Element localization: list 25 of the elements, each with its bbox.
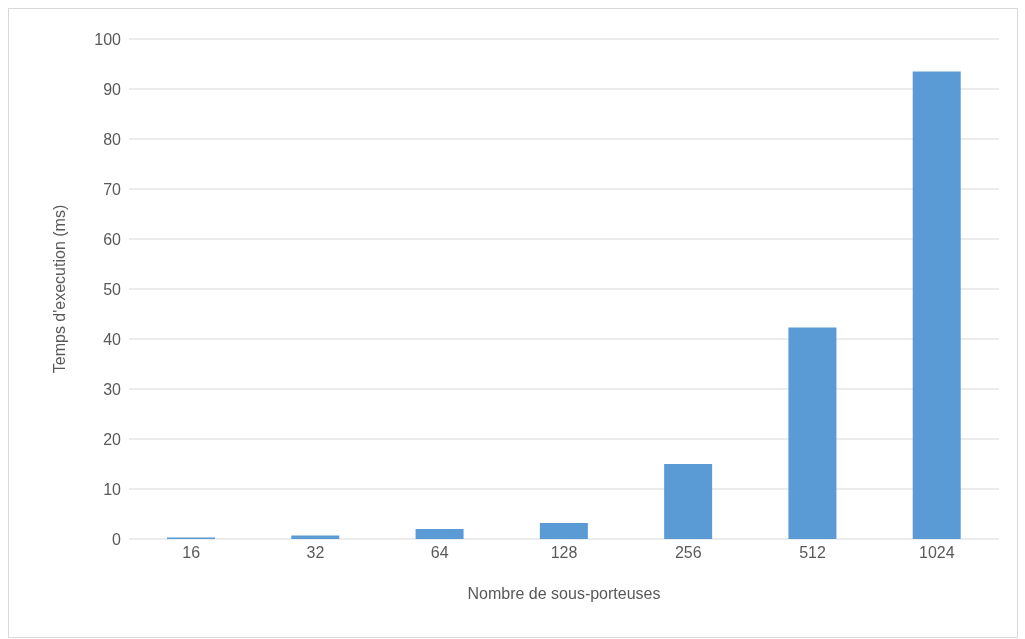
y-axis-title: Temps d'execution (ms) — [50, 204, 68, 374]
y-tick-label: 20 — [103, 430, 122, 448]
x-tick-label: 512 — [799, 544, 827, 562]
y-tick-label: 40 — [103, 330, 122, 348]
x-tick-label: 16 — [182, 544, 201, 562]
y-tick-label: 90 — [103, 80, 122, 98]
x-tick-label: 128 — [550, 544, 578, 562]
y-tick-label: 80 — [103, 130, 122, 148]
y-tick-label: 30 — [103, 380, 122, 398]
bar — [788, 327, 837, 539]
y-tick-label: 10 — [103, 480, 122, 498]
y-tick-label: 70 — [103, 180, 122, 198]
x-tick-label: 32 — [306, 544, 325, 562]
y-tick-label: 0 — [112, 530, 122, 548]
x-tick-label: 1024 — [919, 544, 955, 562]
bar — [912, 71, 961, 539]
x-axis-title: Nombre de sous-porteuses — [467, 585, 661, 602]
y-tick-label: 100 — [94, 30, 122, 48]
bar — [664, 464, 713, 539]
bar — [539, 523, 588, 539]
bar — [415, 529, 464, 539]
x-tick-label: 256 — [674, 544, 702, 562]
x-tick-label: 64 — [430, 544, 449, 562]
y-tick-label: 50 — [103, 280, 122, 298]
y-tick-label: 60 — [103, 230, 122, 248]
